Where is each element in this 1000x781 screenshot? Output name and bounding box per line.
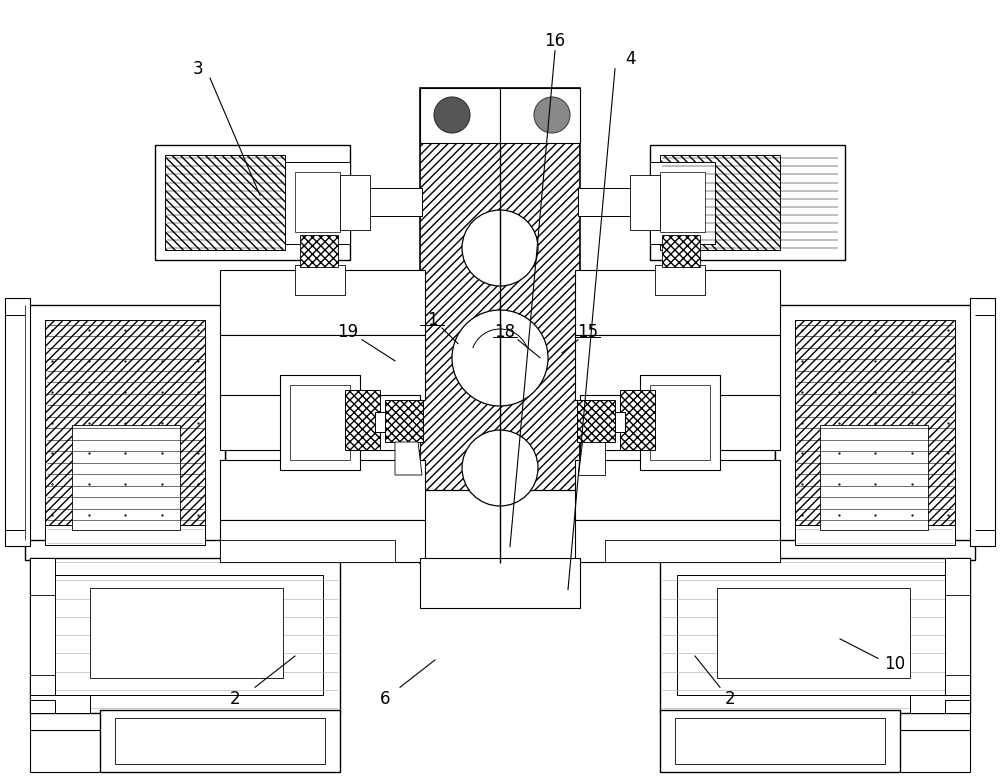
Polygon shape	[165, 155, 285, 250]
Text: 4: 4	[625, 49, 635, 68]
Polygon shape	[5, 298, 30, 546]
Polygon shape	[220, 395, 420, 450]
Polygon shape	[285, 162, 350, 244]
Polygon shape	[115, 718, 325, 764]
Polygon shape	[30, 558, 340, 713]
Polygon shape	[500, 88, 580, 143]
Polygon shape	[970, 298, 995, 546]
Polygon shape	[420, 558, 580, 608]
Polygon shape	[945, 558, 970, 713]
Polygon shape	[45, 320, 205, 525]
Polygon shape	[220, 460, 425, 520]
Polygon shape	[660, 172, 705, 232]
Polygon shape	[640, 375, 720, 470]
Circle shape	[462, 430, 538, 506]
Text: 1: 1	[427, 311, 437, 330]
Circle shape	[434, 97, 470, 133]
Polygon shape	[340, 175, 370, 230]
Polygon shape	[605, 540, 780, 562]
Polygon shape	[580, 395, 780, 450]
Polygon shape	[575, 270, 780, 335]
Polygon shape	[25, 305, 225, 540]
Polygon shape	[25, 395, 225, 560]
Polygon shape	[395, 442, 422, 475]
Polygon shape	[675, 718, 885, 764]
Polygon shape	[655, 265, 705, 295]
Polygon shape	[290, 385, 350, 460]
Polygon shape	[280, 375, 360, 470]
Polygon shape	[578, 188, 660, 216]
Polygon shape	[630, 175, 660, 230]
Text: 15: 15	[577, 323, 599, 341]
Polygon shape	[72, 425, 180, 530]
Text: 10: 10	[884, 654, 906, 673]
Polygon shape	[385, 400, 423, 442]
Polygon shape	[375, 412, 420, 432]
Polygon shape	[775, 305, 975, 540]
Polygon shape	[717, 588, 910, 678]
Polygon shape	[650, 385, 710, 460]
Polygon shape	[775, 395, 975, 560]
Polygon shape	[155, 145, 350, 260]
Polygon shape	[575, 335, 780, 400]
Text: 6: 6	[380, 690, 390, 708]
Polygon shape	[220, 335, 425, 400]
Text: 2: 2	[230, 690, 240, 708]
Polygon shape	[48, 575, 323, 695]
Text: 18: 18	[494, 323, 516, 341]
Polygon shape	[30, 695, 90, 713]
Polygon shape	[340, 188, 422, 216]
Polygon shape	[420, 88, 500, 143]
Circle shape	[452, 310, 548, 406]
Polygon shape	[620, 390, 655, 450]
Polygon shape	[660, 710, 900, 772]
Polygon shape	[220, 520, 425, 562]
Polygon shape	[295, 265, 345, 295]
Polygon shape	[30, 558, 55, 713]
Polygon shape	[662, 235, 700, 267]
Polygon shape	[220, 270, 425, 335]
Text: 19: 19	[337, 323, 359, 341]
Circle shape	[462, 210, 538, 286]
Text: 16: 16	[544, 31, 566, 50]
Circle shape	[534, 97, 570, 133]
Text: 3: 3	[193, 59, 203, 78]
Polygon shape	[295, 172, 340, 232]
Text: 2: 2	[725, 690, 735, 708]
Polygon shape	[577, 400, 615, 442]
Polygon shape	[795, 410, 955, 545]
Polygon shape	[820, 425, 928, 530]
Polygon shape	[580, 412, 625, 432]
Polygon shape	[90, 588, 283, 678]
Polygon shape	[650, 145, 845, 260]
Polygon shape	[575, 460, 780, 520]
Polygon shape	[578, 442, 605, 475]
Polygon shape	[420, 88, 580, 563]
Polygon shape	[395, 490, 605, 560]
Polygon shape	[910, 695, 970, 713]
Polygon shape	[795, 320, 955, 525]
Polygon shape	[650, 162, 715, 244]
Polygon shape	[100, 710, 340, 772]
Polygon shape	[660, 155, 780, 250]
Polygon shape	[220, 540, 395, 562]
Polygon shape	[45, 410, 205, 545]
Polygon shape	[677, 575, 952, 695]
Polygon shape	[660, 558, 970, 713]
Polygon shape	[575, 520, 780, 562]
Polygon shape	[300, 235, 338, 267]
Polygon shape	[345, 390, 380, 450]
